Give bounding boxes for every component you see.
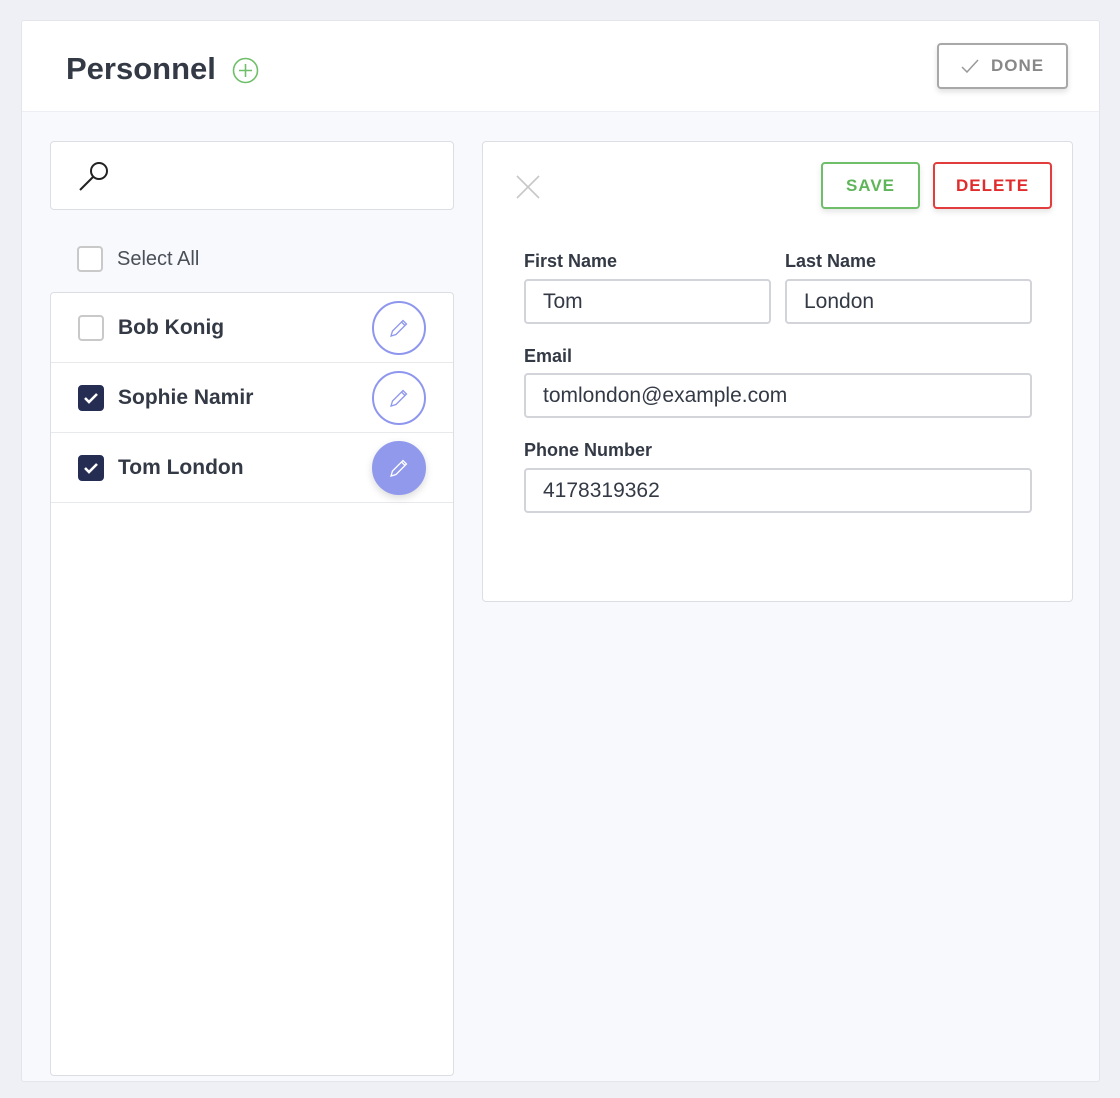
detail-panel: SAVE DELETE First Name Last Name Tom Lon… <box>482 141 1073 602</box>
person-name: Bob Konig <box>118 315 225 339</box>
done-button[interactable]: DONE <box>937 43 1068 89</box>
email-field[interactable]: tomlondon@example.com <box>524 373 1032 418</box>
select-all[interactable]: Select All <box>77 246 199 272</box>
search-input[interactable] <box>50 141 454 210</box>
check-icon <box>961 59 979 73</box>
check-icon <box>84 462 98 474</box>
pencil-icon <box>390 459 408 477</box>
last-name-field[interactable]: London <box>785 279 1032 324</box>
edit-button[interactable] <box>372 371 426 425</box>
row-checkbox[interactable] <box>78 454 104 481</box>
save-button[interactable]: SAVE <box>821 162 920 209</box>
list-item[interactable]: Sophie Namir <box>51 363 453 433</box>
person-name: Sophie Namir <box>118 385 254 409</box>
page-title: Personnel <box>66 51 216 86</box>
edit-button[interactable] <box>372 441 426 495</box>
list-item[interactable]: Bob Konig <box>51 293 453 363</box>
header: Personnel DONE <box>22 21 1099 112</box>
select-all-checkbox[interactable] <box>77 246 103 272</box>
personnel-card: Personnel DONE Select All Bob Konig Soph… <box>21 20 1100 1082</box>
plus-circle-icon[interactable] <box>232 57 259 84</box>
first-name-field[interactable]: Tom <box>524 279 771 324</box>
edit-button[interactable] <box>372 301 426 355</box>
check-icon <box>84 392 98 404</box>
pencil-icon <box>390 389 408 407</box>
last-name-label: Last Name <box>785 251 877 271</box>
close-icon[interactable] <box>516 175 540 199</box>
person-name: Tom London <box>118 455 244 479</box>
personnel-list: Bob Konig Sophie Namir Tom London <box>50 292 454 1076</box>
done-label: DONE <box>990 56 1045 75</box>
email-label: Email <box>524 346 573 366</box>
phone-field[interactable]: 4178319362 <box>524 468 1032 513</box>
list-item[interactable]: Tom London <box>51 433 453 503</box>
row-checkbox[interactable] <box>78 384 104 411</box>
pencil-icon <box>390 319 408 337</box>
search-icon <box>79 162 108 191</box>
select-all-label: Select All <box>117 247 200 270</box>
delete-button[interactable]: DELETE <box>933 162 1052 209</box>
phone-label: Phone Number <box>524 440 653 460</box>
first-name-label: First Name <box>524 251 618 271</box>
row-checkbox[interactable] <box>78 314 104 341</box>
